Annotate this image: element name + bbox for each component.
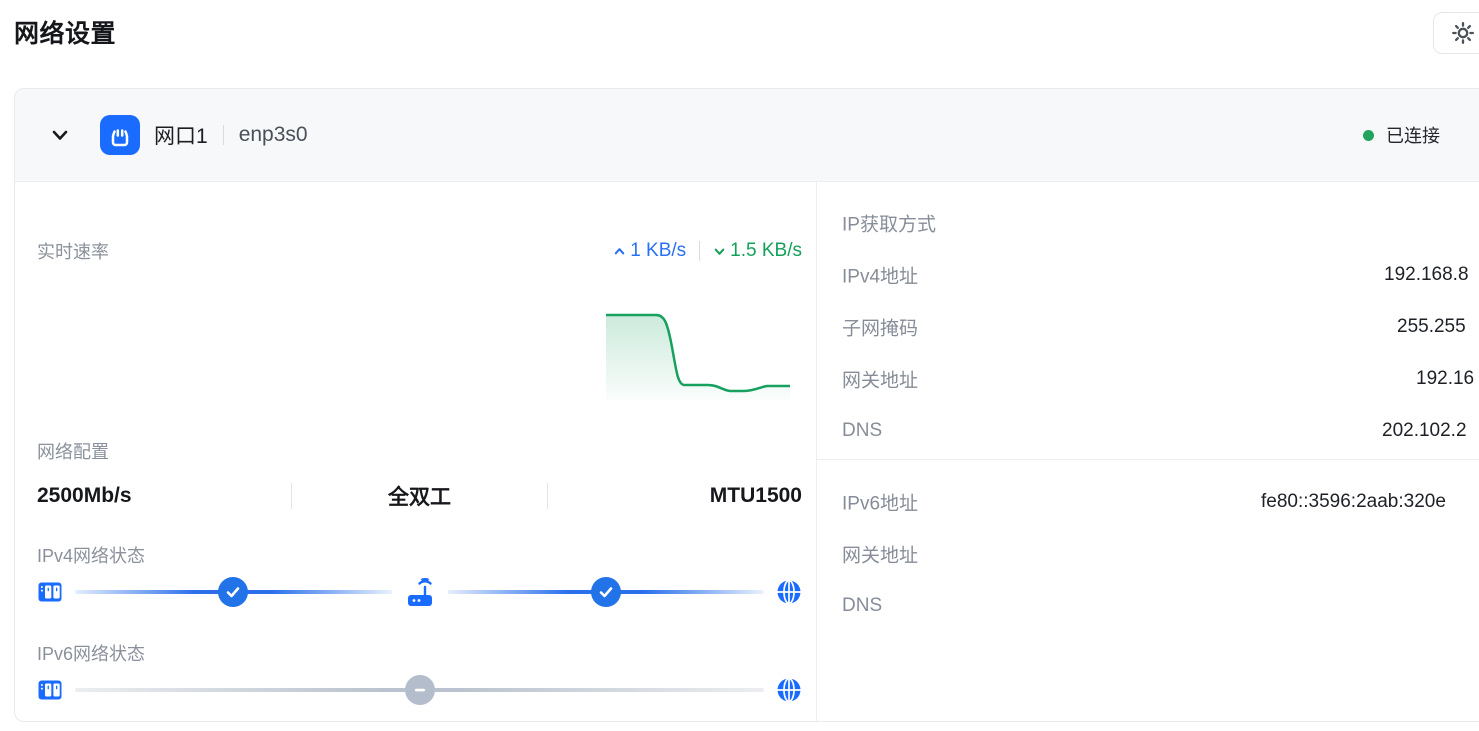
router-icon: [404, 574, 436, 610]
globe-icon: [776, 677, 802, 703]
nas-device-icon: [37, 677, 63, 703]
detail-label: IP获取方式: [842, 214, 936, 236]
ipv4-status-row: [37, 570, 802, 614]
config-divider: [546, 483, 548, 509]
detail-row-subnet-mask: 子网掩码 255.255: [817, 301, 1479, 353]
network-interface-card: 网口1 enp3s0 已连接 实时速率 1 KB/s: [14, 88, 1479, 722]
config-divider: [291, 483, 293, 509]
upload-speed: 1 KB/s: [613, 240, 686, 262]
check-ok-icon: [218, 577, 249, 607]
check-ok-icon: [590, 577, 621, 607]
detail-row-ipv4-address: IPv4地址 192.168.8: [817, 249, 1479, 301]
detail-label: 网关地址: [842, 545, 919, 567]
detail-row-gateway-v4: 网关地址 192.16: [817, 353, 1479, 405]
page-title: 网络设置: [14, 20, 117, 48]
globe-icon: [776, 579, 802, 605]
ip-details-panel: IP获取方式 IPv4地址 192.168.8 子网掩码 255.255 网关地…: [817, 182, 1479, 722]
detail-value: 192.16: [1416, 368, 1475, 389]
traffic-panel: 实时速率 1 KB/s 1.5 KB/s: [15, 182, 817, 722]
arrow-down-icon: [713, 245, 726, 258]
ipv4-status-label: IPv4网络状态: [37, 546, 146, 566]
detail-row-ip-acquire: IP获取方式: [817, 197, 1479, 249]
detail-value: 192.168.8: [1384, 264, 1469, 285]
detail-row-ipv6-address: IPv6地址 fe80::3596:2aab:320e: [817, 476, 1479, 528]
hop-segment: [75, 675, 764, 705]
collapse-chevron-icon[interactable]: [47, 122, 73, 148]
arrow-up-icon: [613, 245, 626, 258]
section-divider: [817, 459, 1479, 460]
download-speed-value: 1.5 KB/s: [730, 240, 802, 261]
download-speed: 1.5 KB/s: [713, 240, 802, 262]
mtu-value: MTU1500: [709, 484, 802, 507]
header-divider: [222, 125, 224, 145]
interface-card-header[interactable]: 网口1 enp3s0 已连接: [15, 89, 1479, 182]
detail-label: IPv4地址: [842, 266, 919, 288]
speed-area-chart: [606, 312, 790, 402]
speed-divider: [699, 241, 701, 261]
detail-label: DNS: [842, 420, 883, 441]
network-config-row: 2500Mb/s 全双工 MTU1500: [37, 478, 802, 514]
detail-label: IPv6地址: [842, 493, 919, 515]
gear-icon: [1451, 21, 1475, 45]
ipv6-status-row: [37, 668, 802, 712]
port-name: 网口1: [154, 125, 208, 148]
device-name: enp3s0: [238, 123, 308, 146]
detail-label: 网关地址: [842, 370, 919, 392]
realtime-speed-label: 实时速率: [37, 242, 109, 262]
upload-speed-value: 1 KB/s: [630, 240, 687, 261]
settings-button[interactable]: [1433, 12, 1479, 54]
detail-row-dns-v4: DNS 202.102.2: [817, 405, 1479, 457]
nas-device-icon: [37, 579, 63, 605]
hop-segment: [447, 577, 764, 607]
detail-value: fe80::3596:2aab:320e: [1261, 491, 1446, 512]
ethernet-port-icon: [100, 115, 140, 155]
hop-segment: [75, 577, 392, 607]
detail-row-gateway-v6: 网关地址: [817, 528, 1479, 580]
duplex-value: 全双工: [387, 486, 451, 509]
detail-label: 子网掩码: [842, 318, 919, 340]
ipv6-status-label: IPv6网络状态: [37, 644, 146, 664]
detail-label: DNS: [842, 595, 883, 616]
minus-unknown-icon: [404, 675, 435, 705]
detail-row-dns-v6: DNS: [817, 580, 1479, 632]
network-config-label: 网络配置: [37, 442, 109, 462]
status-label: 已连接: [1386, 126, 1440, 146]
realtime-speed-row: 实时速率 1 KB/s 1.5 KB/s: [37, 230, 802, 272]
connection-status: 已连接: [1363, 89, 1440, 181]
link-speed-value: 2500Mb/s: [37, 484, 132, 507]
status-dot-icon: [1363, 129, 1374, 141]
detail-value: 255.255: [1397, 316, 1466, 337]
detail-value: 202.102.2: [1382, 420, 1467, 441]
